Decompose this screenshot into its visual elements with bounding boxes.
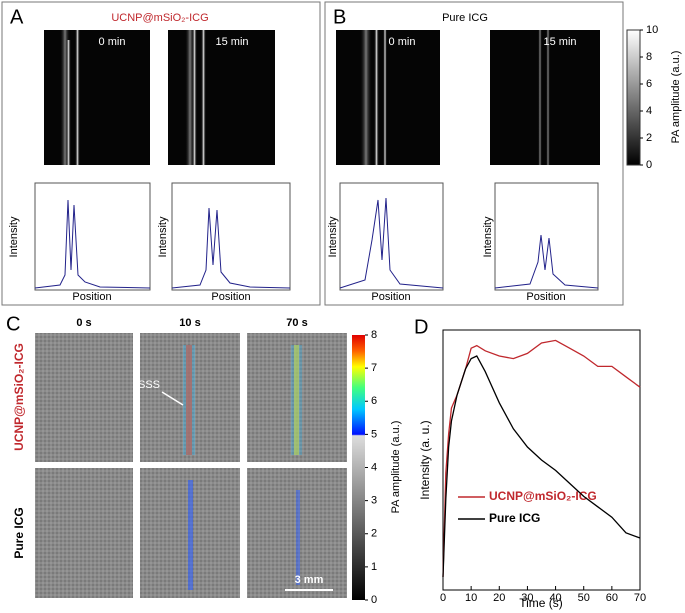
line — [442, 355, 641, 578]
profile-xlabel: Position — [526, 291, 565, 303]
panel-title: Pure ICG — [442, 12, 488, 24]
colorbar-tick-label: 6 — [646, 78, 652, 90]
plot-frame — [442, 329, 641, 591]
profile-xlabel: Position — [72, 291, 111, 303]
profile-ylabel: Intensity — [327, 216, 339, 257]
profile-xlabel: Position — [211, 291, 250, 303]
panel-box — [324, 1, 624, 306]
x-tick-label: 70 — [634, 592, 646, 604]
time-label: 10 s — [179, 317, 200, 329]
row-label: Pure ICG — [12, 507, 26, 558]
colorbar-tick-label: 1 — [371, 561, 377, 573]
time-label: 15 min — [543, 36, 576, 48]
colorbar-tick-label: 3 — [371, 495, 377, 507]
panel-label: D — [414, 316, 428, 338]
x-tick-label: 30 — [521, 592, 533, 604]
colorbar-tick-label: 6 — [371, 395, 377, 407]
x-axis-label: Time (s) — [519, 596, 563, 610]
y-axis-label: Intensity (a. u.) — [418, 420, 432, 499]
x-tick-label: 50 — [578, 592, 590, 604]
line — [442, 339, 641, 578]
colorbar-tick-label: 8 — [646, 51, 652, 63]
time-label: 70 s — [286, 317, 307, 329]
time-label: 0 s — [76, 317, 91, 329]
time-label: 0 min — [389, 36, 416, 48]
profile-xlabel: Position — [371, 291, 410, 303]
colorbar-tick-label: 2 — [646, 132, 652, 144]
colorbar-tick-label: 4 — [371, 461, 377, 473]
profile-plots — [34, 182, 599, 291]
colorbar-label: PA amplitude (a.u.) — [670, 51, 682, 144]
colorbar-tick-label: 0 — [646, 159, 652, 171]
panel-title: UCNP@mSiO₂-ICG — [111, 12, 208, 24]
panel-label: B — [333, 6, 346, 28]
time-label: 15 min — [215, 36, 248, 48]
colorbar-label: PA amplitude (a.u.) — [390, 421, 402, 514]
colorbar-tick-label: 2 — [371, 528, 377, 540]
colorbar-tick-label: 5 — [371, 428, 377, 440]
time-label: 0 min — [99, 36, 126, 48]
scale-bar-label: 5 mm — [279, 48, 291, 76]
panel-label: C — [6, 313, 20, 335]
scale-bar-label: 3 mm — [295, 574, 324, 586]
profile-ylabel: Intensity — [482, 216, 494, 257]
colorbar-tick-label: 4 — [646, 105, 652, 117]
panel-label: A — [10, 6, 24, 28]
colorbar-tick-label: 10 — [646, 24, 658, 36]
c-images — [35, 333, 347, 598]
colorbar-tick-label: 8 — [371, 329, 377, 341]
profile-ylabel: Intensity — [157, 216, 169, 257]
profile-ylabel: Intensity — [8, 216, 20, 257]
x-tick-label: 40 — [549, 592, 561, 604]
x-tick-label: 60 — [606, 592, 618, 604]
colorbar-tick-label: 0 — [371, 594, 377, 606]
legend-label: Pure ICG — [489, 511, 540, 525]
colorbar-tick-label: 7 — [371, 362, 377, 374]
colorbar — [626, 29, 641, 166]
row-label: UCNP@mSiO₂-ICG — [12, 343, 26, 451]
x-tick-label: 0 — [440, 592, 446, 604]
pa-images — [44, 30, 600, 165]
panel-box — [1, 1, 321, 306]
annotation: SSS — [138, 379, 160, 391]
x-tick-label: 10 — [465, 592, 477, 604]
x-tick-label: 20 — [493, 592, 505, 604]
legend-label: UCNP@mSiO₂-ICG — [489, 489, 597, 503]
colorbar — [352, 335, 365, 600]
